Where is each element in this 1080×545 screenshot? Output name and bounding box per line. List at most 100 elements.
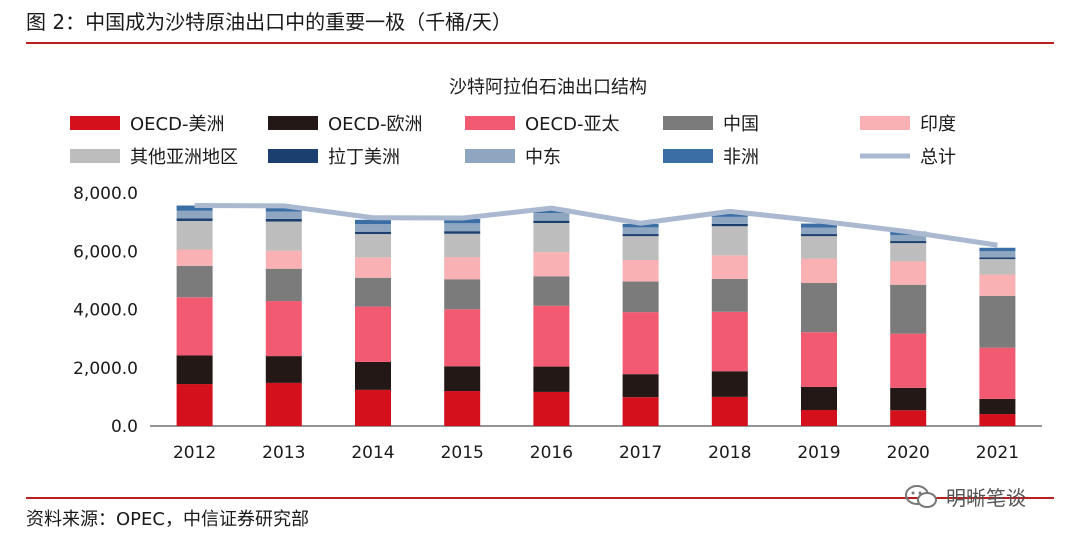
legend-label: 印度 (920, 114, 956, 135)
bar-segment (979, 259, 1016, 275)
bar-stack-2019 (801, 223, 837, 426)
title-divider (26, 42, 1054, 44)
bar-segment (444, 279, 481, 310)
figure-title: 图 2：中国成为沙特原油出口中的重要一极（千桶/天） (26, 10, 512, 34)
bar-segment (890, 234, 927, 242)
bar-segment (265, 218, 302, 222)
chart-title: 沙特阿拉伯石油出口结构 (449, 77, 647, 98)
bar-stack-2021 (979, 247, 1016, 426)
y-tick-label: 8,000.0 (73, 184, 138, 204)
legend-swatch (268, 116, 318, 130)
bar-stack-2020 (890, 231, 927, 426)
legend-label: 中国 (723, 114, 759, 135)
legend-swatch (465, 149, 515, 163)
bar-segment (533, 208, 570, 214)
bar-segment (444, 233, 481, 258)
bar-segment (265, 301, 302, 357)
bar-segment (355, 231, 391, 235)
bar-segment (265, 382, 302, 426)
bar-segment (444, 223, 481, 232)
legend-label: 中东 (525, 147, 561, 168)
bar-segment (890, 284, 927, 334)
bar-segment (801, 332, 837, 387)
legend-label: 非洲 (723, 147, 759, 168)
bar-stack-2017 (622, 223, 659, 426)
bar-segment (801, 236, 837, 259)
bar-segment (711, 212, 748, 217)
bar-segment (533, 252, 570, 277)
bar-segment (979, 247, 1016, 252)
bar-segment (444, 309, 481, 367)
bar-segment (622, 312, 659, 375)
legend-swatch (663, 149, 713, 163)
bar-segment (355, 389, 391, 426)
bar-segment (890, 387, 927, 411)
bar-segment (265, 206, 302, 212)
bar-segment (890, 410, 927, 426)
bar-segment (711, 255, 748, 279)
bar-segment (801, 227, 837, 235)
bar-segment (890, 241, 927, 244)
bar-segment (801, 234, 837, 237)
bar-segment (711, 371, 748, 397)
bar-segment (533, 222, 570, 253)
bar-segment (265, 268, 302, 302)
bar-stacks (176, 205, 1016, 426)
legend-swatch (268, 149, 318, 163)
bar-segment (176, 265, 213, 298)
bar-stack-2012 (176, 205, 213, 426)
bar-segment (444, 366, 481, 392)
bar-segment (711, 311, 748, 372)
x-tick-label: 2018 (708, 443, 751, 463)
bar-segment (711, 396, 748, 426)
bar-segment (622, 234, 659, 237)
x-axis: 2012 2013 2014 2015 2016 2017 2018 2019 2020 2021 (173, 443, 1019, 463)
bar-segment (444, 391, 481, 426)
bar-segment (979, 274, 1016, 296)
bar-segment (711, 223, 748, 227)
bar-segment (979, 257, 1016, 260)
bar-segment (533, 213, 570, 221)
legend-swatch (860, 116, 910, 130)
x-tick-label: 2013 (262, 443, 305, 463)
watermark: 明晰笔谈 (904, 482, 1026, 511)
bar-segment (444, 231, 481, 234)
legend-label: 拉丁美洲 (328, 147, 400, 168)
bar-segment (711, 216, 748, 224)
bar-segment (176, 384, 213, 426)
bar-segment (176, 249, 213, 266)
bar-stack-2016 (533, 208, 570, 426)
bar-segment (801, 386, 837, 410)
y-tick-label: 4,000.0 (73, 301, 138, 321)
x-tick-label: 2020 (887, 443, 930, 463)
bar-segment (622, 259, 659, 282)
bar-segment (890, 261, 927, 285)
bar-segment (801, 223, 837, 228)
bar-segment (711, 278, 748, 312)
y-tick-label: 0.0 (111, 417, 138, 437)
bar-segment (444, 257, 481, 280)
bar-segment (979, 295, 1016, 348)
legend-swatch (70, 116, 120, 130)
bar-segment (533, 366, 570, 392)
bar-segment (355, 277, 391, 307)
bar-segment (979, 347, 1016, 399)
source-divider (26, 497, 1054, 499)
bar-stack-2013 (265, 206, 302, 426)
bar-segment (176, 220, 213, 250)
bar-segment (176, 355, 213, 385)
bar-segment (622, 227, 659, 235)
legend-label: OECD-亚太 (525, 114, 619, 135)
bar-segment (265, 356, 302, 383)
x-tick-label: 2012 (173, 443, 216, 463)
legend-swatch (70, 149, 120, 163)
bar-segment (622, 236, 659, 260)
bar-segment (801, 409, 837, 426)
x-tick-label: 2015 (441, 443, 484, 463)
bar-stack-2015 (444, 218, 481, 426)
bar-segment (355, 361, 391, 390)
bar-segment (979, 414, 1016, 426)
watermark-text: 明晰笔谈 (946, 486, 1026, 510)
wechat-icon (905, 484, 937, 508)
